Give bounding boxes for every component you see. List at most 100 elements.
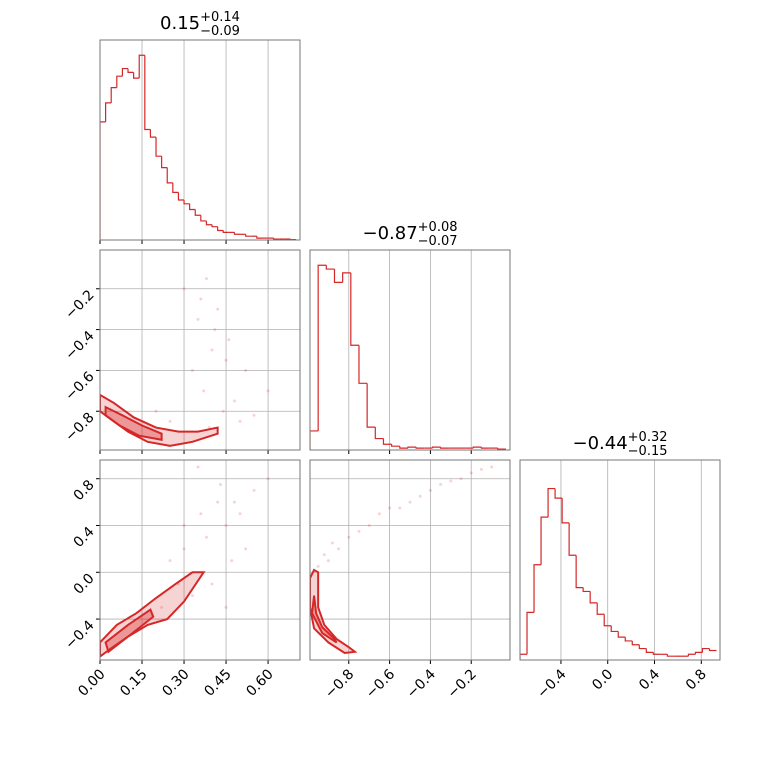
scatter-point xyxy=(224,605,228,609)
hist-bin xyxy=(100,121,106,240)
hist-bin xyxy=(222,230,229,233)
scatter-point xyxy=(196,465,200,469)
scatter-point xyxy=(221,409,225,413)
scatter-point xyxy=(216,500,220,504)
contour xyxy=(104,405,163,441)
hist-bin xyxy=(149,129,157,138)
hist-bin xyxy=(366,383,376,428)
hist-bin xyxy=(325,265,335,270)
hist-bin xyxy=(694,651,703,655)
hist-bin xyxy=(133,72,140,79)
hist-bin xyxy=(407,446,417,449)
scatter-point xyxy=(479,467,483,471)
hist-bin xyxy=(110,87,117,103)
hist-bin xyxy=(256,236,263,239)
scatter-point xyxy=(316,564,320,568)
hist-bin xyxy=(205,220,213,226)
hist-bin xyxy=(415,447,425,449)
title-plus: +0.32 xyxy=(628,430,668,445)
scatter-point xyxy=(252,413,256,417)
y-tick-label: −0.4 xyxy=(62,617,97,652)
hist-bin xyxy=(391,444,400,447)
panel-title: −0.44+0.32 −0.15 xyxy=(572,430,667,459)
scatter-point xyxy=(154,409,158,413)
scatter-point xyxy=(210,348,214,352)
hist-bin xyxy=(358,345,368,384)
hist-bin xyxy=(645,648,654,653)
hist-bin xyxy=(603,614,612,627)
hist-bin xyxy=(687,653,696,657)
hist-bin xyxy=(382,438,392,445)
y-tick-label: −0.6 xyxy=(62,369,97,404)
panel-frame xyxy=(99,459,301,661)
scatter-point xyxy=(232,399,236,403)
scatter-point xyxy=(202,389,206,393)
hist-bin xyxy=(194,209,201,216)
scatter-point xyxy=(210,582,214,586)
hist-bin xyxy=(317,264,327,431)
x-tick-label: −0.2 xyxy=(445,666,480,701)
hist-bin xyxy=(183,200,190,205)
hist-bin xyxy=(708,648,717,652)
hist-bin xyxy=(310,430,319,450)
x-tick-label: 0.45 xyxy=(201,666,234,699)
hist-bin xyxy=(547,487,556,518)
scatter-point xyxy=(428,488,432,492)
scatter-point xyxy=(367,523,371,527)
panel xyxy=(100,277,270,447)
scatter-point xyxy=(232,500,236,504)
scatter-point xyxy=(388,506,392,510)
panel-frame xyxy=(99,249,301,451)
x-tick-label: 0.0 xyxy=(589,666,616,693)
hist-bin xyxy=(561,498,570,524)
hist-bin xyxy=(189,203,196,211)
scatter-point xyxy=(238,419,242,423)
panel-frame xyxy=(519,459,721,661)
hist-bin xyxy=(177,192,185,201)
hist-bin xyxy=(582,587,591,593)
hist-bin xyxy=(589,591,598,604)
x-tick-label: 0.00 xyxy=(75,666,108,699)
hist-bin xyxy=(172,182,179,193)
y-tick-label: 0.0 xyxy=(71,571,98,598)
hist-bin xyxy=(342,272,351,283)
hist-bin xyxy=(596,602,605,615)
hist-bin xyxy=(610,625,619,633)
hist-bin xyxy=(245,234,252,237)
hist-bin xyxy=(166,167,173,184)
scatter-point xyxy=(168,559,172,563)
panel xyxy=(310,465,494,655)
title-value: 0.15 xyxy=(160,13,200,34)
scatter-point xyxy=(326,559,330,563)
hist-bin xyxy=(666,654,675,657)
hist-bin xyxy=(217,226,224,232)
scatter-point xyxy=(227,338,231,342)
hist-bin xyxy=(350,272,359,346)
x-tick-label: 0.60 xyxy=(243,666,276,699)
panel-title: 0.15+0.14 −0.09 xyxy=(160,10,240,39)
panel xyxy=(520,487,717,660)
scatter-point xyxy=(408,500,412,504)
scatter-point xyxy=(182,287,186,291)
title-minus: −0.09 xyxy=(200,24,240,39)
hist-bin xyxy=(520,653,528,660)
x-tick-label: −0.4 xyxy=(534,666,569,701)
panel xyxy=(100,54,297,240)
hist-bin xyxy=(480,447,490,449)
y-tick-label: −0.8 xyxy=(62,410,97,445)
scatter-point xyxy=(224,523,228,527)
hist-bin xyxy=(211,224,218,228)
contour xyxy=(104,608,155,654)
hist-bin xyxy=(575,555,584,589)
hist-bin xyxy=(155,137,162,157)
scatter-point xyxy=(213,328,217,332)
title-plus: +0.08 xyxy=(418,220,458,235)
scatter-point xyxy=(357,529,361,533)
y-tick-label: −0.2 xyxy=(62,287,97,322)
contour xyxy=(311,595,338,644)
scatter-point xyxy=(459,477,463,481)
scatter-point xyxy=(252,488,256,492)
scatter-point xyxy=(439,483,443,487)
scatter-point xyxy=(266,389,270,393)
scatter-point xyxy=(398,506,402,510)
